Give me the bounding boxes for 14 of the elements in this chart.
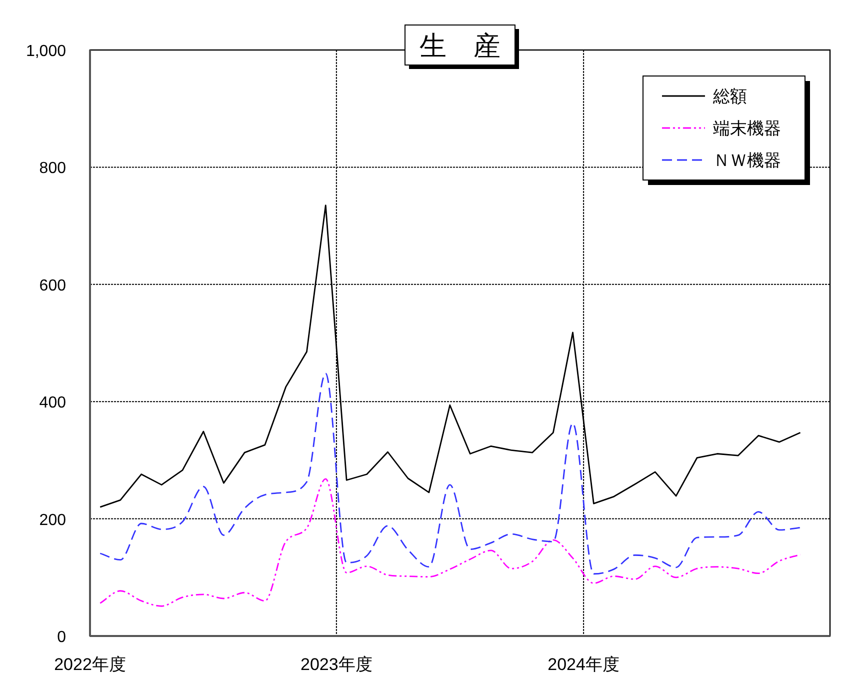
line-series — [99, 372, 801, 575]
x-tick-label: 2024年度 — [548, 655, 620, 674]
x-tick-label: 2022年度 — [54, 655, 126, 674]
y-tick-label: 400 — [39, 394, 66, 412]
chart-title: 生 産 — [420, 31, 500, 61]
y-tick-label: 200 — [39, 512, 66, 529]
y-tick-label: 600 — [39, 277, 66, 294]
x-tick-label: 2023年度 — [300, 655, 372, 674]
legend-label: ＮＷ機器 — [713, 151, 781, 170]
y-tick-label: 1,000 — [26, 43, 66, 60]
legend-label: 端末機器 — [713, 119, 781, 138]
y-tick-label: 0 — [57, 629, 66, 646]
legend-label: 総額 — [712, 87, 747, 106]
y-tick-label: 800 — [39, 160, 66, 178]
